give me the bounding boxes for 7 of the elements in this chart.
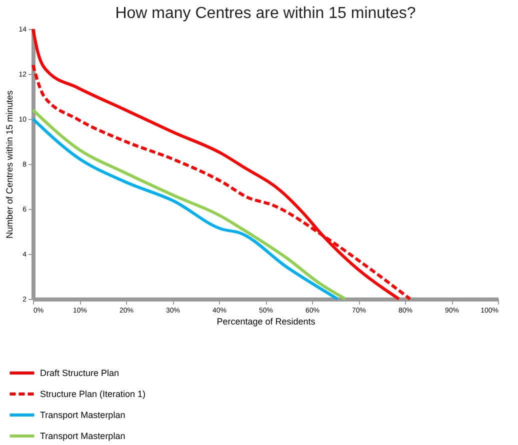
legend-label: Draft Structure Plan bbox=[40, 368, 120, 378]
y-axis-title: Number of Centres within 15 minutes bbox=[4, 90, 15, 239]
legend-label: Structure Plan (Iteration 1) bbox=[40, 389, 146, 399]
legend-label: Transport Masterplan bbox=[40, 410, 126, 420]
legend-label: Transport Masterplan bbox=[40, 431, 126, 441]
x-axis-title: Percentage of Residents bbox=[216, 316, 316, 326]
chart-title: How many Centres are within 15 minutes? bbox=[115, 5, 416, 22]
